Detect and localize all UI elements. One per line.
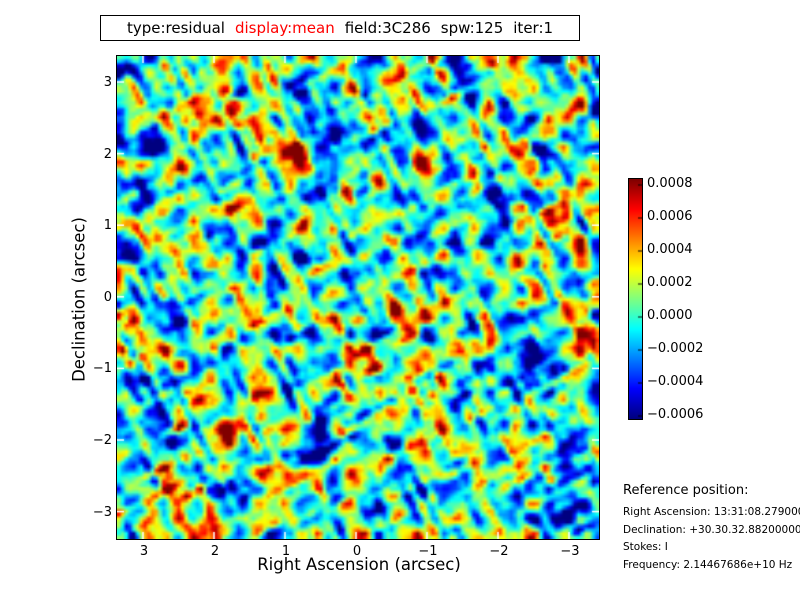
colorbar-tick-label-0.0006: 0.0006 [647,209,693,224]
title-segment-3: spw:125 [440,19,504,37]
residual-heatmap-canvas[interactable] [117,56,599,539]
reference-right-ascension: Right Ascension: 13:31:08.27900000 [623,506,800,518]
title-segment-2: field:3C286 [344,19,431,37]
y-tick-label-1: 1 [103,218,112,234]
y-tick-label-3: 3 [103,75,112,90]
x-tick-label-−2: −2 [489,544,509,559]
colorbar [628,178,643,420]
colorbar-tick-label-0.0000: 0.0000 [647,308,693,323]
title-segment-0: type:residual [126,19,225,37]
reference-position-block: Reference position: Right Ascension: 13:… [623,483,800,574]
colorbar-tick-label-−0.0004: −0.0004 [647,374,704,389]
reference-frequency: Frequency: 2.14467686e+10 Hz [623,558,793,571]
reference-stokes: Stokes: I [623,541,668,553]
x-tick-label-2: 2 [210,544,220,559]
y-tick-label-−2: −2 [92,433,112,448]
colorbar-tick-label-0.0002: 0.0002 [647,275,693,290]
colorbar-gradient-canvas [629,179,642,419]
y-tick-label-0: 0 [103,289,112,305]
colorbar-tick-label-0.0008: 0.0008 [647,176,693,191]
colorbar-tick-label-−0.0006: −0.0006 [647,407,704,422]
colorbar-tick-label-−0.0002: −0.0002 [647,341,704,356]
title-segment-1: display:mean [234,19,335,37]
y-axis-label: Declination (arcsec) [69,217,89,382]
x-tick-label-1: 1 [281,544,291,559]
x-tick-label-−1: −1 [418,544,438,559]
y-tick-label-2: 2 [103,146,112,162]
x-tick-label-0: 0 [352,544,362,559]
y-tick-label-−3: −3 [92,504,112,520]
y-tick-label-−1: −1 [92,361,112,377]
x-axis-label: Right Ascension (arcsec) [257,555,461,574]
colorbar-tick-label-0.0004: 0.0004 [647,242,693,257]
x-tick-label-3: 3 [139,544,149,559]
title-box: type:residual display:mean field:3C286 spw:… [100,15,580,41]
title-segment-4: iter:1 [513,19,554,37]
plot-area[interactable] [116,55,600,540]
x-tick-label-−3: −3 [560,544,580,559]
reference-declination: Declination: +30.30.32.88200000 [623,523,800,536]
reference-position-heading: Reference position: [623,483,749,498]
